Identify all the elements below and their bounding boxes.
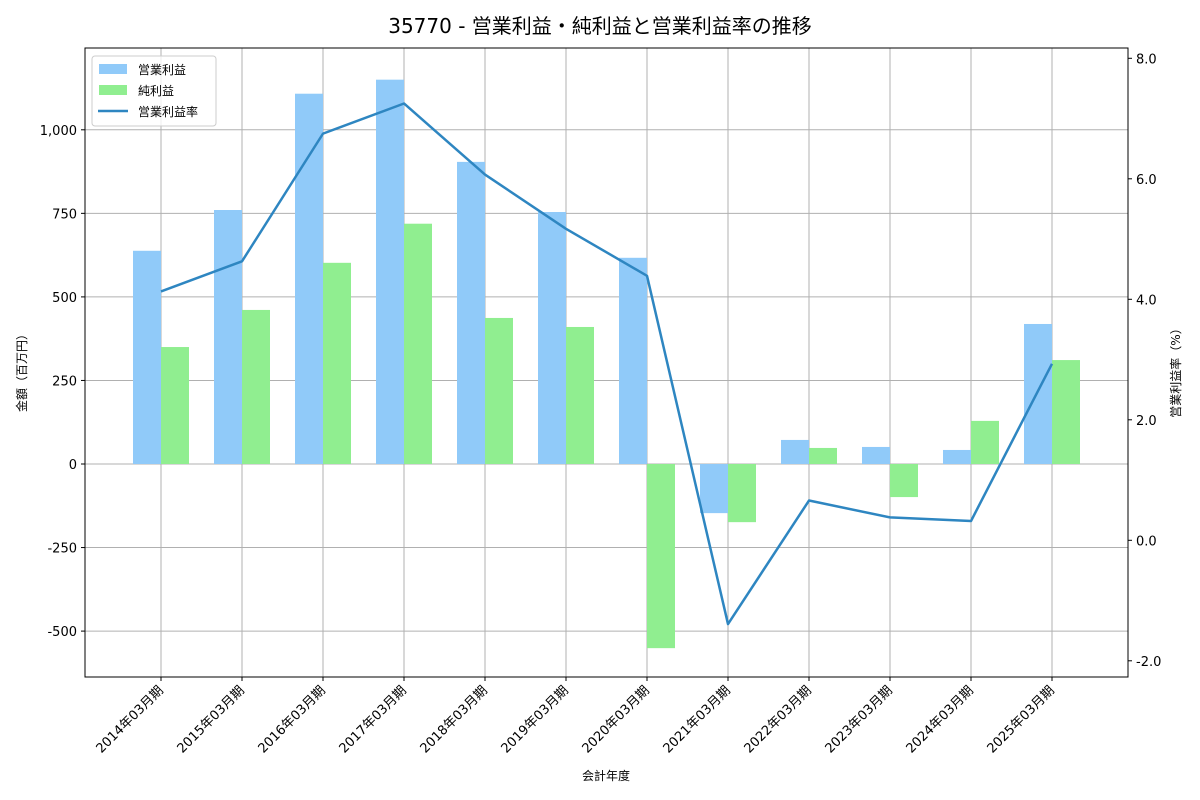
bar-operating-profit (862, 446, 890, 464)
y-tick-label: 250 (52, 374, 77, 389)
bar-operating-profit (943, 449, 971, 464)
bar-operating-profit (457, 161, 485, 465)
legend-label-operating-margin: 営業利益率 (138, 104, 198, 119)
bar-operating-profit (376, 79, 404, 465)
bar-net-profit (890, 464, 918, 498)
bar-net-profit (647, 464, 675, 649)
line-series (160, 102, 1054, 626)
bar-operating-profit (781, 439, 809, 464)
y-right-tick-label: 6.0 (1136, 173, 1157, 188)
bar-operating-profit (214, 210, 242, 464)
line-operating-margin (160, 102, 1054, 626)
bar-net-profit (809, 447, 837, 464)
x-tick-label: 2022年03月期 (742, 683, 815, 756)
bar-operating-profit (1024, 323, 1052, 464)
legend-label-operating-profit: 営業利益 (138, 63, 186, 77)
x-tick-label: 2015年03月期 (175, 683, 248, 756)
x-tick-label: 2020年03月期 (580, 683, 653, 756)
y-tick-label: 0 (69, 458, 77, 473)
x-tick-label: 2025年03月期 (985, 683, 1058, 756)
x-tick-label: 2024年03月期 (904, 683, 977, 756)
x-tick-label: 2023年03月期 (823, 683, 896, 756)
bar-net-profit (485, 317, 513, 464)
y-tick-label: -250 (47, 542, 77, 557)
y-tick-label: 1,000 (40, 124, 77, 139)
bar-operating-profit (538, 212, 566, 464)
bar-net-profit (1052, 360, 1080, 464)
bar-net-profit (404, 223, 432, 464)
bar-net-profit (566, 326, 594, 464)
bar-net-profit (242, 309, 270, 464)
legend: 営業利益 純利益 営業利益率 (91, 55, 217, 127)
bar-net-profit (161, 347, 189, 464)
x-tick-label: 2014年03月期 (94, 683, 167, 756)
y-right-tick-label: 4.0 (1136, 293, 1157, 308)
plot-frame (84, 47, 1129, 678)
bar-operating-profit (133, 250, 161, 464)
legend-swatch-operating-profit (99, 64, 127, 74)
y-right-tick-label: 2.0 (1136, 414, 1157, 429)
bar-net-profit (323, 262, 351, 464)
x-axis-label: 会計年度 (582, 768, 630, 783)
x-tick-label: 2021年03月期 (661, 683, 734, 756)
y-right-tick-label: 0.0 (1136, 534, 1157, 549)
x-tick-label: 2016年03月期 (256, 683, 329, 756)
y-tick-label: -500 (47, 625, 77, 640)
bar-operating-profit (295, 93, 323, 465)
y-right-tick-label: -2.0 (1136, 655, 1161, 670)
y-axis-right-label: 営業利益率（%） (1168, 322, 1183, 417)
y-tick-label: 500 (52, 291, 77, 306)
chart-title: 35770 - 営業利益・純利益と営業利益率の推移 (388, 14, 812, 38)
y-right-tick-label: 8.0 (1136, 52, 1157, 67)
bar-net-profit (728, 464, 756, 523)
legend-label-net-profit: 純利益 (138, 84, 174, 98)
bar-operating-profit (619, 257, 647, 464)
bar-operating-profit (700, 464, 728, 514)
x-tick-label: 2017年03月期 (337, 683, 410, 756)
y-tick-label: 750 (52, 207, 77, 222)
x-axis: 2014年03月期 2015年03月期 2016年03月期 2017年03月期 2018… (94, 677, 1058, 757)
y-axis-label: 金額（百万円） (14, 328, 29, 412)
right-axis: -2.0 0.0 2.0 4.0 6.0 8.0 (1128, 52, 1161, 670)
legend-swatch-net-profit (99, 85, 127, 95)
bar-net-profit (971, 420, 999, 464)
x-tick-label: 2019年03月期 (499, 683, 572, 756)
left-axis: -500 -250 0 250 500 750 1,000 (40, 124, 85, 640)
bar-series (133, 79, 1080, 649)
x-tick-label: 2018年03月期 (418, 683, 491, 756)
